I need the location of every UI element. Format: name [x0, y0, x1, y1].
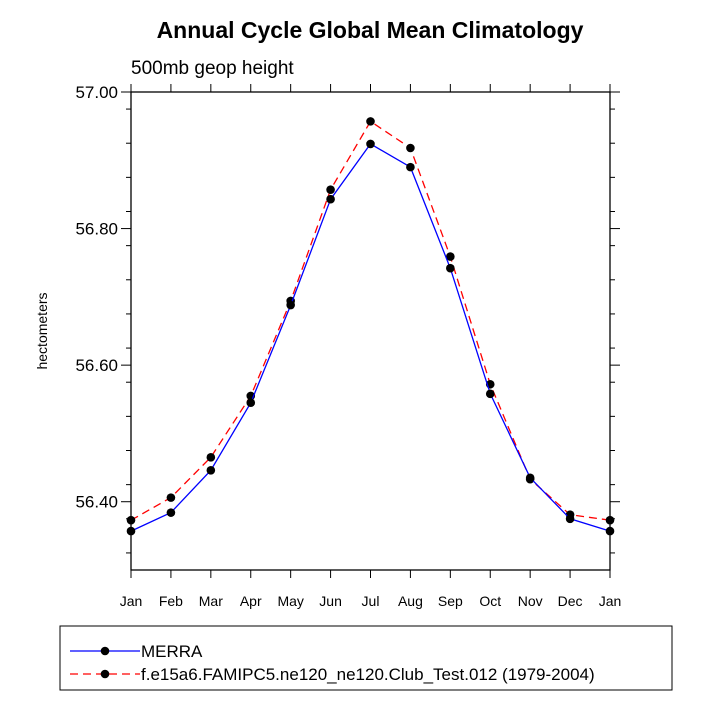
xtick-label: Nov	[518, 593, 543, 609]
series-layer	[126, 117, 615, 536]
xtick-label: Apr	[240, 593, 262, 609]
series-line	[130, 120, 611, 521]
xtick-label: Feb	[159, 593, 183, 609]
legend-box	[59, 625, 673, 691]
series-point	[605, 515, 615, 525]
series-point	[126, 526, 136, 536]
series-point	[525, 473, 535, 483]
xtick-label: Mar	[199, 593, 223, 609]
plot-frame	[130, 91, 611, 571]
chart-title: Annual Cycle Global Mean Climatology	[157, 17, 584, 43]
xtick-label: Jun	[319, 593, 342, 609]
xtick-label: Oct	[479, 593, 501, 609]
series-point	[446, 263, 455, 273]
legend-label: f.e15a6.FAMIPC5.ne120_ne120.Club_Test.01…	[141, 665, 595, 684]
series-point	[166, 493, 176, 502]
series-point	[286, 300, 295, 310]
series-point	[366, 139, 375, 149]
legend-marker	[100, 646, 110, 656]
series-point	[166, 508, 176, 517]
xtick-label: May	[277, 593, 303, 609]
ytick-label: 56.80	[75, 220, 118, 239]
xtick-label: Jan	[120, 593, 143, 609]
series-line	[130, 143, 611, 532]
axis-ticks: 56.40 56.60 56.80 57.00 Jan Feb Mar Apr May Jun Ju…	[75, 83, 621, 609]
series-point	[126, 515, 136, 525]
legend: MERRA f.e15a6.FAMIPC5.ne120_ne120.Club_Te…	[59, 625, 673, 691]
legend-marker	[100, 669, 110, 679]
series-point	[446, 252, 455, 261]
series-point	[246, 398, 256, 408]
chart-subtitle: 500mb geop height	[131, 58, 294, 79]
series-point	[206, 466, 216, 475]
series-point	[326, 194, 335, 204]
xtick-label: Dec	[558, 593, 583, 609]
series-point	[326, 185, 335, 194]
series-point	[366, 117, 375, 126]
legend-label: MERRA	[141, 642, 203, 661]
ytick-label: 56.40	[75, 493, 118, 512]
xtick-label: Aug	[398, 593, 423, 609]
series-point	[406, 143, 415, 153]
y-axis-label: hectometers	[34, 292, 50, 369]
series-point	[485, 389, 495, 399]
xtick-label: Jul	[362, 593, 380, 609]
xtick-label: Sep	[438, 593, 463, 609]
ytick-label: 57.00	[75, 83, 118, 102]
series-point	[565, 514, 575, 524]
xtick-label: Jan	[599, 593, 622, 609]
series-point	[206, 453, 216, 462]
ytick-label: 56.60	[75, 356, 118, 375]
series-point	[406, 162, 415, 172]
series-point	[605, 526, 615, 536]
